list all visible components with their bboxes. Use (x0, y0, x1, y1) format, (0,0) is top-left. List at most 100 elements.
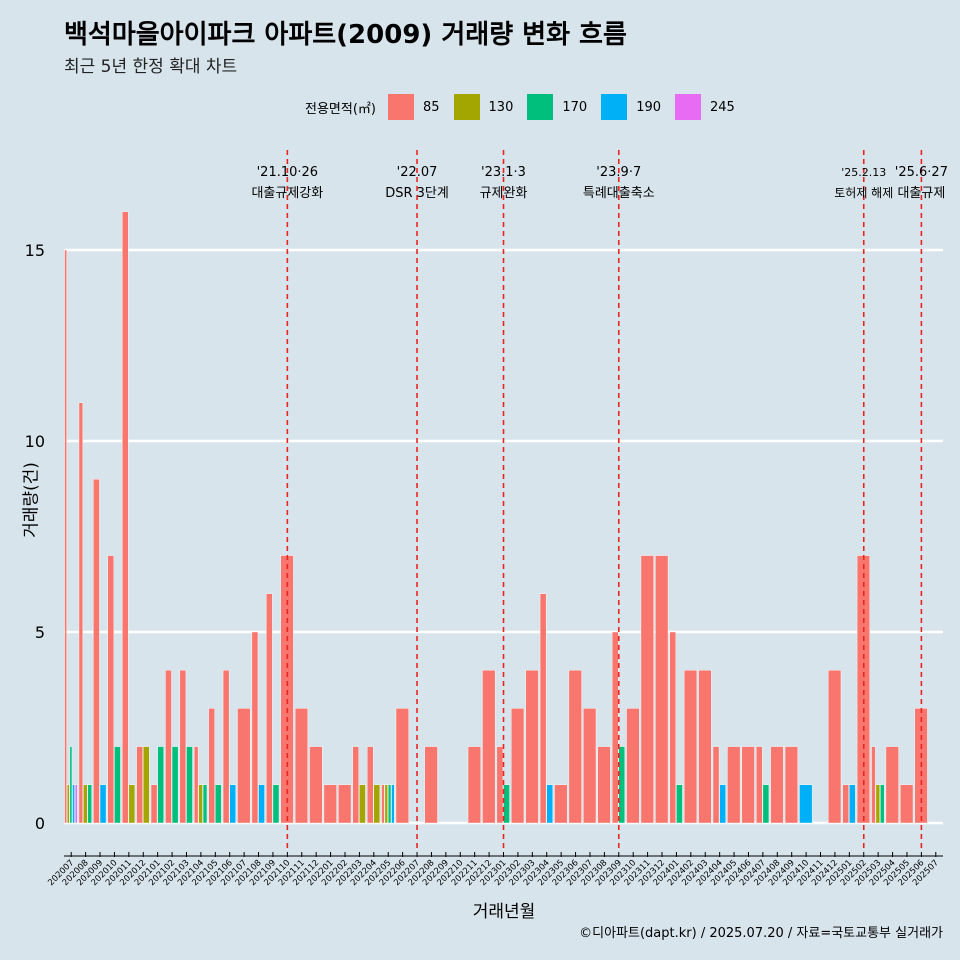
bar (272, 784, 280, 824)
legend-item-130: 130 (453, 94, 513, 120)
bar (712, 746, 720, 824)
event-label: 대출규제강화 (251, 186, 323, 201)
bar (179, 670, 187, 824)
bar (64, 249, 67, 824)
bar (87, 784, 92, 824)
bar (309, 746, 323, 824)
bar (842, 784, 849, 824)
bar (171, 746, 179, 824)
y-tick-label: 5 (35, 623, 45, 642)
bar (69, 746, 73, 824)
bar (849, 784, 856, 824)
bar (546, 784, 553, 824)
bar (875, 784, 880, 824)
bar (93, 479, 100, 824)
bar (770, 746, 784, 824)
bar (727, 746, 741, 824)
bar (719, 784, 726, 824)
legend: 전용면적(㎡) 85 130 170 190 245 (305, 92, 749, 122)
event-label: DSR 3단계 (385, 186, 449, 201)
bar (83, 784, 88, 824)
event-date-label: '23.9·7 (596, 165, 641, 180)
bar (136, 746, 143, 824)
bar (384, 784, 388, 824)
legend-swatch (601, 94, 628, 120)
bar (266, 593, 273, 824)
bar (741, 746, 755, 824)
bar (114, 746, 121, 824)
event-label: 특례대출축소 (583, 186, 655, 201)
legend-swatch (527, 94, 554, 120)
bar (424, 746, 438, 824)
y-tick-label: 10 (25, 432, 45, 451)
bar (251, 631, 259, 824)
bar (762, 784, 770, 824)
bar (67, 784, 70, 824)
bar (611, 631, 619, 824)
bar (511, 708, 525, 824)
bar (496, 746, 504, 824)
bar (554, 784, 568, 824)
bar (366, 746, 374, 824)
bar (373, 784, 381, 824)
y-axis-label: 거래량(건) (21, 462, 42, 538)
legend-label: 245 (710, 99, 735, 115)
bar (323, 784, 337, 824)
bar (352, 746, 360, 824)
bar (78, 402, 84, 824)
bar (215, 784, 222, 824)
bar (99, 784, 107, 824)
bar (395, 708, 409, 824)
legend-label: 190 (636, 99, 662, 115)
x-axis-label: 거래년월 (472, 902, 536, 922)
bar (525, 670, 539, 824)
bar (683, 670, 698, 824)
bar (222, 670, 230, 824)
bar (208, 708, 215, 824)
bar (198, 784, 203, 824)
bar (150, 784, 158, 824)
legend-swatch (453, 94, 480, 120)
source-caption: ©디아파트(dapt.kr) / 2025.07.20 / 자료=국토교통부 실… (579, 926, 943, 941)
legend-swatch (387, 94, 414, 120)
bar (640, 555, 654, 824)
legend-label: 170 (562, 99, 588, 115)
event-label: 규제완화 (480, 186, 528, 201)
bar (885, 746, 899, 824)
bar (122, 211, 129, 824)
bar (294, 708, 308, 824)
event-date-label: '25.6·27 (895, 165, 948, 180)
bar (258, 784, 265, 824)
bar (165, 670, 172, 824)
bar (799, 784, 813, 824)
bar (756, 746, 763, 824)
bar (871, 746, 876, 824)
bar (467, 746, 481, 824)
bar (391, 784, 395, 824)
bar (583, 708, 597, 824)
bar (618, 746, 626, 824)
legend-label: 85 (422, 99, 440, 115)
event-label: 토허제 해제 (834, 186, 893, 200)
bar (72, 784, 75, 824)
legend-item-170: 170 (527, 94, 587, 120)
bar (482, 670, 496, 824)
event-date-label: '21.10·26 (257, 165, 318, 180)
bar (880, 784, 885, 824)
bar (157, 746, 164, 824)
bar (107, 555, 115, 824)
bar (539, 593, 547, 824)
bar (626, 708, 640, 824)
bar (359, 784, 366, 824)
bar (237, 708, 251, 824)
legend-title: 전용면적(㎡) (305, 101, 376, 117)
legend-item-85: 85 (387, 94, 440, 120)
y-tick-label: 0 (35, 814, 45, 833)
bar (381, 784, 385, 824)
bar (900, 784, 914, 824)
bar (74, 784, 78, 824)
chart-subtitle: 최근 5년 한정 확대 차트 (64, 57, 238, 77)
bar (698, 670, 712, 824)
event-date-label: '25.2.13 (841, 166, 886, 179)
